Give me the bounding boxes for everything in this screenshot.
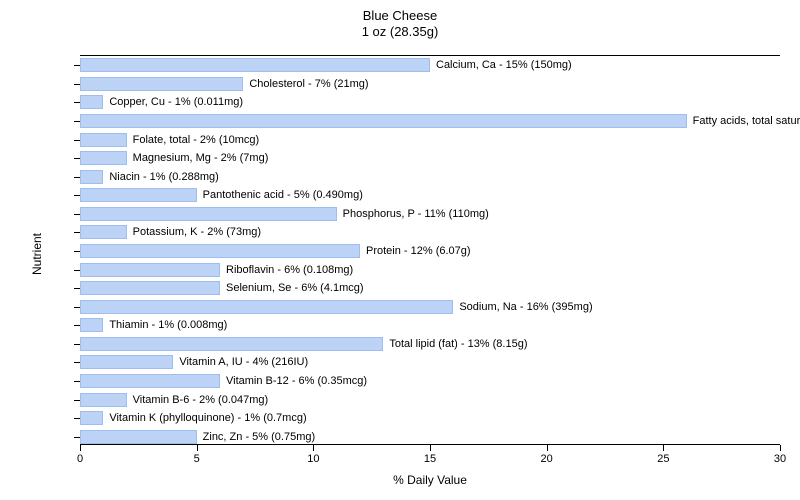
bar <box>80 188 197 202</box>
bar-row: Calcium, Ca - 15% (150mg) <box>80 58 780 72</box>
bar-label: Vitamin B-6 - 2% (0.047mg) <box>133 394 269 406</box>
bar-row: Zinc, Zn - 5% (0.75mg) <box>80 430 780 444</box>
bar-row: Riboflavin - 6% (0.108mg) <box>80 263 780 277</box>
bar-row: Vitamin K (phylloquinone) - 1% (0.7mcg) <box>80 411 780 425</box>
bar <box>80 114 687 128</box>
y-axis-label: Nutrient <box>30 233 44 275</box>
bar <box>80 355 173 369</box>
chart-title-line1: Blue Cheese <box>0 8 800 23</box>
bar-row: Vitamin A, IU - 4% (216IU) <box>80 355 780 369</box>
bar <box>80 318 103 332</box>
bar <box>80 77 243 91</box>
bar <box>80 300 453 314</box>
bar <box>80 281 220 295</box>
bar-label: Folate, total - 2% (10mcg) <box>133 134 260 146</box>
bar-label: Zinc, Zn - 5% (0.75mg) <box>203 431 315 443</box>
bar <box>80 411 103 425</box>
bar <box>80 133 127 147</box>
plot-area: Calcium, Ca - 15% (150mg) Cholesterol - 7… <box>80 55 780 445</box>
bar <box>80 58 430 72</box>
x-tick-label: 10 <box>307 453 319 465</box>
x-tick-label: 5 <box>194 453 200 465</box>
bar-row: Selenium, Se - 6% (4.1mcg) <box>80 281 780 295</box>
bar-label: Potassium, K - 2% (73mg) <box>133 226 261 238</box>
bar-row: Thiamin - 1% (0.008mg) <box>80 318 780 332</box>
x-tick-mark <box>80 445 81 451</box>
x-tick-label: 15 <box>424 453 436 465</box>
bar-row: Vitamin B-6 - 2% (0.047mg) <box>80 393 780 407</box>
bar-row: Sodium, Na - 16% (395mg) <box>80 300 780 314</box>
bar <box>80 170 103 184</box>
x-tick-mark <box>663 445 664 451</box>
bar-row: Folate, total - 2% (10mcg) <box>80 133 780 147</box>
bar-label: Niacin - 1% (0.288mg) <box>109 171 218 183</box>
x-tick-label: 20 <box>541 453 553 465</box>
bar <box>80 393 127 407</box>
x-tick-label: 25 <box>657 453 669 465</box>
bar <box>80 225 127 239</box>
bar-label: Thiamin - 1% (0.008mg) <box>109 319 227 331</box>
bar-row: Niacin - 1% (0.288mg) <box>80 170 780 184</box>
bar-label: Selenium, Se - 6% (4.1mcg) <box>226 282 364 294</box>
bar-row: Copper, Cu - 1% (0.011mg) <box>80 95 780 109</box>
x-tick-mark <box>780 445 781 451</box>
bar-label: Cholesterol - 7% (21mg) <box>249 78 368 90</box>
bar <box>80 430 197 444</box>
x-axis-label: % Daily Value <box>80 473 780 487</box>
bar-row: Phosphorus, P - 11% (110mg) <box>80 207 780 221</box>
nutrient-chart: Blue Cheese 1 oz (28.35g) Calcium, Ca - … <box>0 0 800 500</box>
x-tick-mark <box>313 445 314 451</box>
bar-label: Pantothenic acid - 5% (0.490mg) <box>203 189 363 201</box>
bar-row: Protein - 12% (6.07g) <box>80 244 780 258</box>
bar-label: Total lipid (fat) - 13% (8.15g) <box>389 338 527 350</box>
bar <box>80 207 337 221</box>
bar-label: Phosphorus, P - 11% (110mg) <box>343 208 489 220</box>
bar <box>80 95 103 109</box>
x-tick-mark <box>547 445 548 451</box>
bar <box>80 244 360 258</box>
bar-label: Magnesium, Mg - 2% (7mg) <box>133 152 269 164</box>
x-tick-mark <box>197 445 198 451</box>
bar-label: Calcium, Ca - 15% (150mg) <box>436 59 572 71</box>
bar-row: Pantothenic acid - 5% (0.490mg) <box>80 188 780 202</box>
bar-label: Fatty acids, total saturated - 26% (5.29… <box>693 115 800 127</box>
bar-label: Copper, Cu - 1% (0.011mg) <box>109 96 243 108</box>
bar-label: Sodium, Na - 16% (395mg) <box>459 301 592 313</box>
bar-row: Total lipid (fat) - 13% (8.15g) <box>80 337 780 351</box>
bar-row: Potassium, K - 2% (73mg) <box>80 225 780 239</box>
bar-label: Vitamin K (phylloquinone) - 1% (0.7mcg) <box>109 412 306 424</box>
bar <box>80 337 383 351</box>
bar <box>80 374 220 388</box>
x-tick-mark <box>430 445 431 451</box>
bar <box>80 151 127 165</box>
bar <box>80 263 220 277</box>
bar-label: Riboflavin - 6% (0.108mg) <box>226 264 353 276</box>
bar-row: Fatty acids, total saturated - 26% (5.29… <box>80 114 780 128</box>
x-tick-label: 0 <box>77 453 83 465</box>
bar-label: Vitamin B-12 - 6% (0.35mcg) <box>226 375 367 387</box>
bar-row: Vitamin B-12 - 6% (0.35mcg) <box>80 374 780 388</box>
chart-title-line2: 1 oz (28.35g) <box>0 24 800 39</box>
bar-label: Vitamin A, IU - 4% (216IU) <box>179 356 308 368</box>
x-tick-label: 30 <box>774 453 786 465</box>
bar-row: Magnesium, Mg - 2% (7mg) <box>80 151 780 165</box>
bar-row: Cholesterol - 7% (21mg) <box>80 77 780 91</box>
bar-label: Protein - 12% (6.07g) <box>366 245 471 257</box>
